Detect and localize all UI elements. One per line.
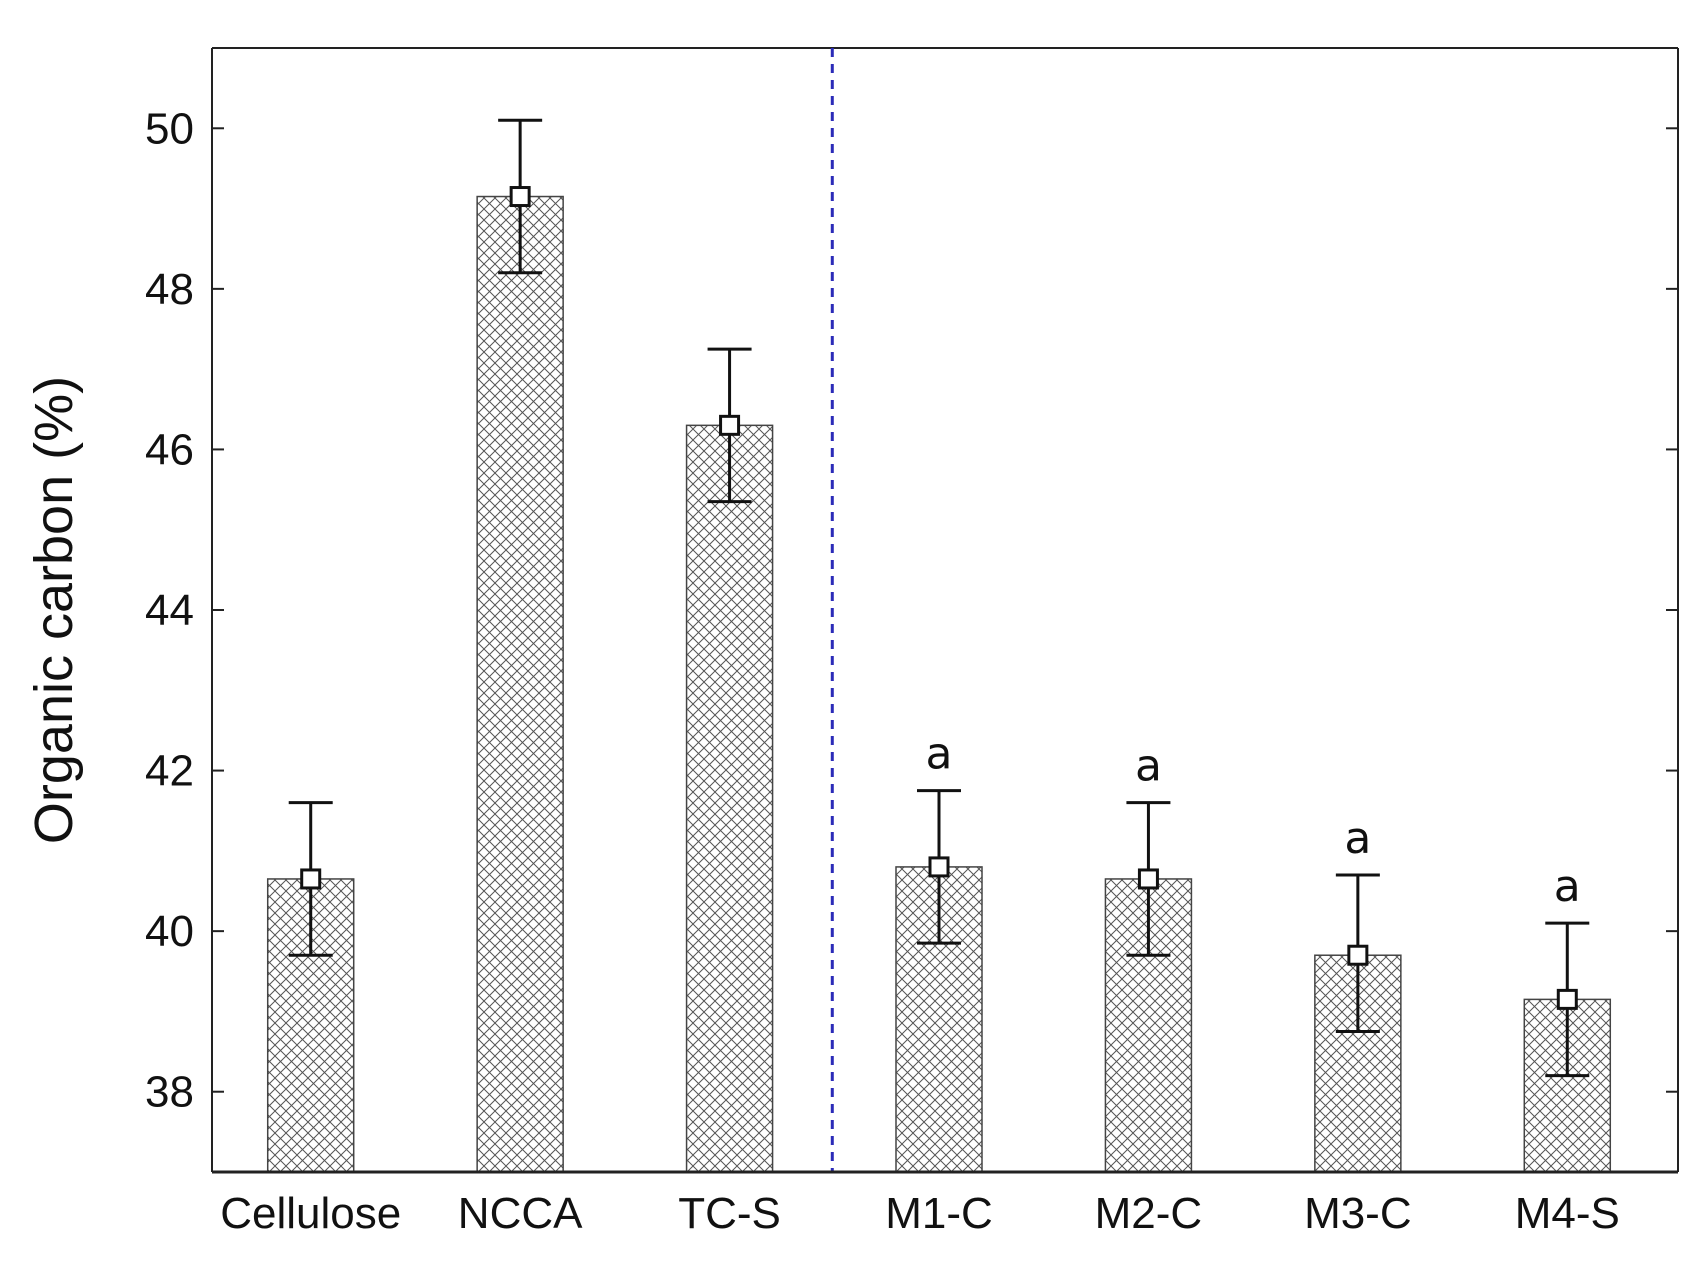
bar-ncca	[476, 195, 564, 1173]
x-tick-label: M3-C	[1304, 1189, 1412, 1238]
y-tick-label: 46	[145, 425, 194, 474]
y-tick-label: 50	[145, 104, 194, 153]
mean-marker	[928, 856, 950, 878]
significance-label: a	[926, 729, 953, 780]
x-tick-label: NCCA	[458, 1189, 583, 1238]
mean-marker	[719, 414, 741, 436]
y-tick-label: 40	[145, 907, 194, 956]
x-tick-label: Cellulose	[220, 1189, 401, 1238]
mean-marker	[1556, 988, 1578, 1010]
x-tick-label: M4-S	[1515, 1189, 1620, 1238]
y-tick-label: 42	[145, 747, 194, 796]
significance-label: a	[1554, 861, 1581, 912]
x-tick-label: M2-C	[1095, 1189, 1203, 1238]
y-tick-label: 44	[145, 586, 194, 635]
mean-marker	[509, 186, 531, 208]
significance-label: a	[1135, 741, 1162, 792]
y-tick-label: 38	[145, 1068, 194, 1117]
x-tick-label: M1-C	[885, 1189, 993, 1238]
mean-marker	[1137, 868, 1159, 890]
mean-marker	[1347, 944, 1369, 966]
x-tick-label: TC-S	[678, 1189, 781, 1238]
y-tick-label: 48	[145, 265, 194, 314]
y-axis-title: Organic carbon (%)	[24, 376, 84, 844]
mean-marker	[300, 868, 322, 890]
bar-tc-s	[685, 424, 774, 1173]
significance-label: a	[1344, 813, 1371, 864]
